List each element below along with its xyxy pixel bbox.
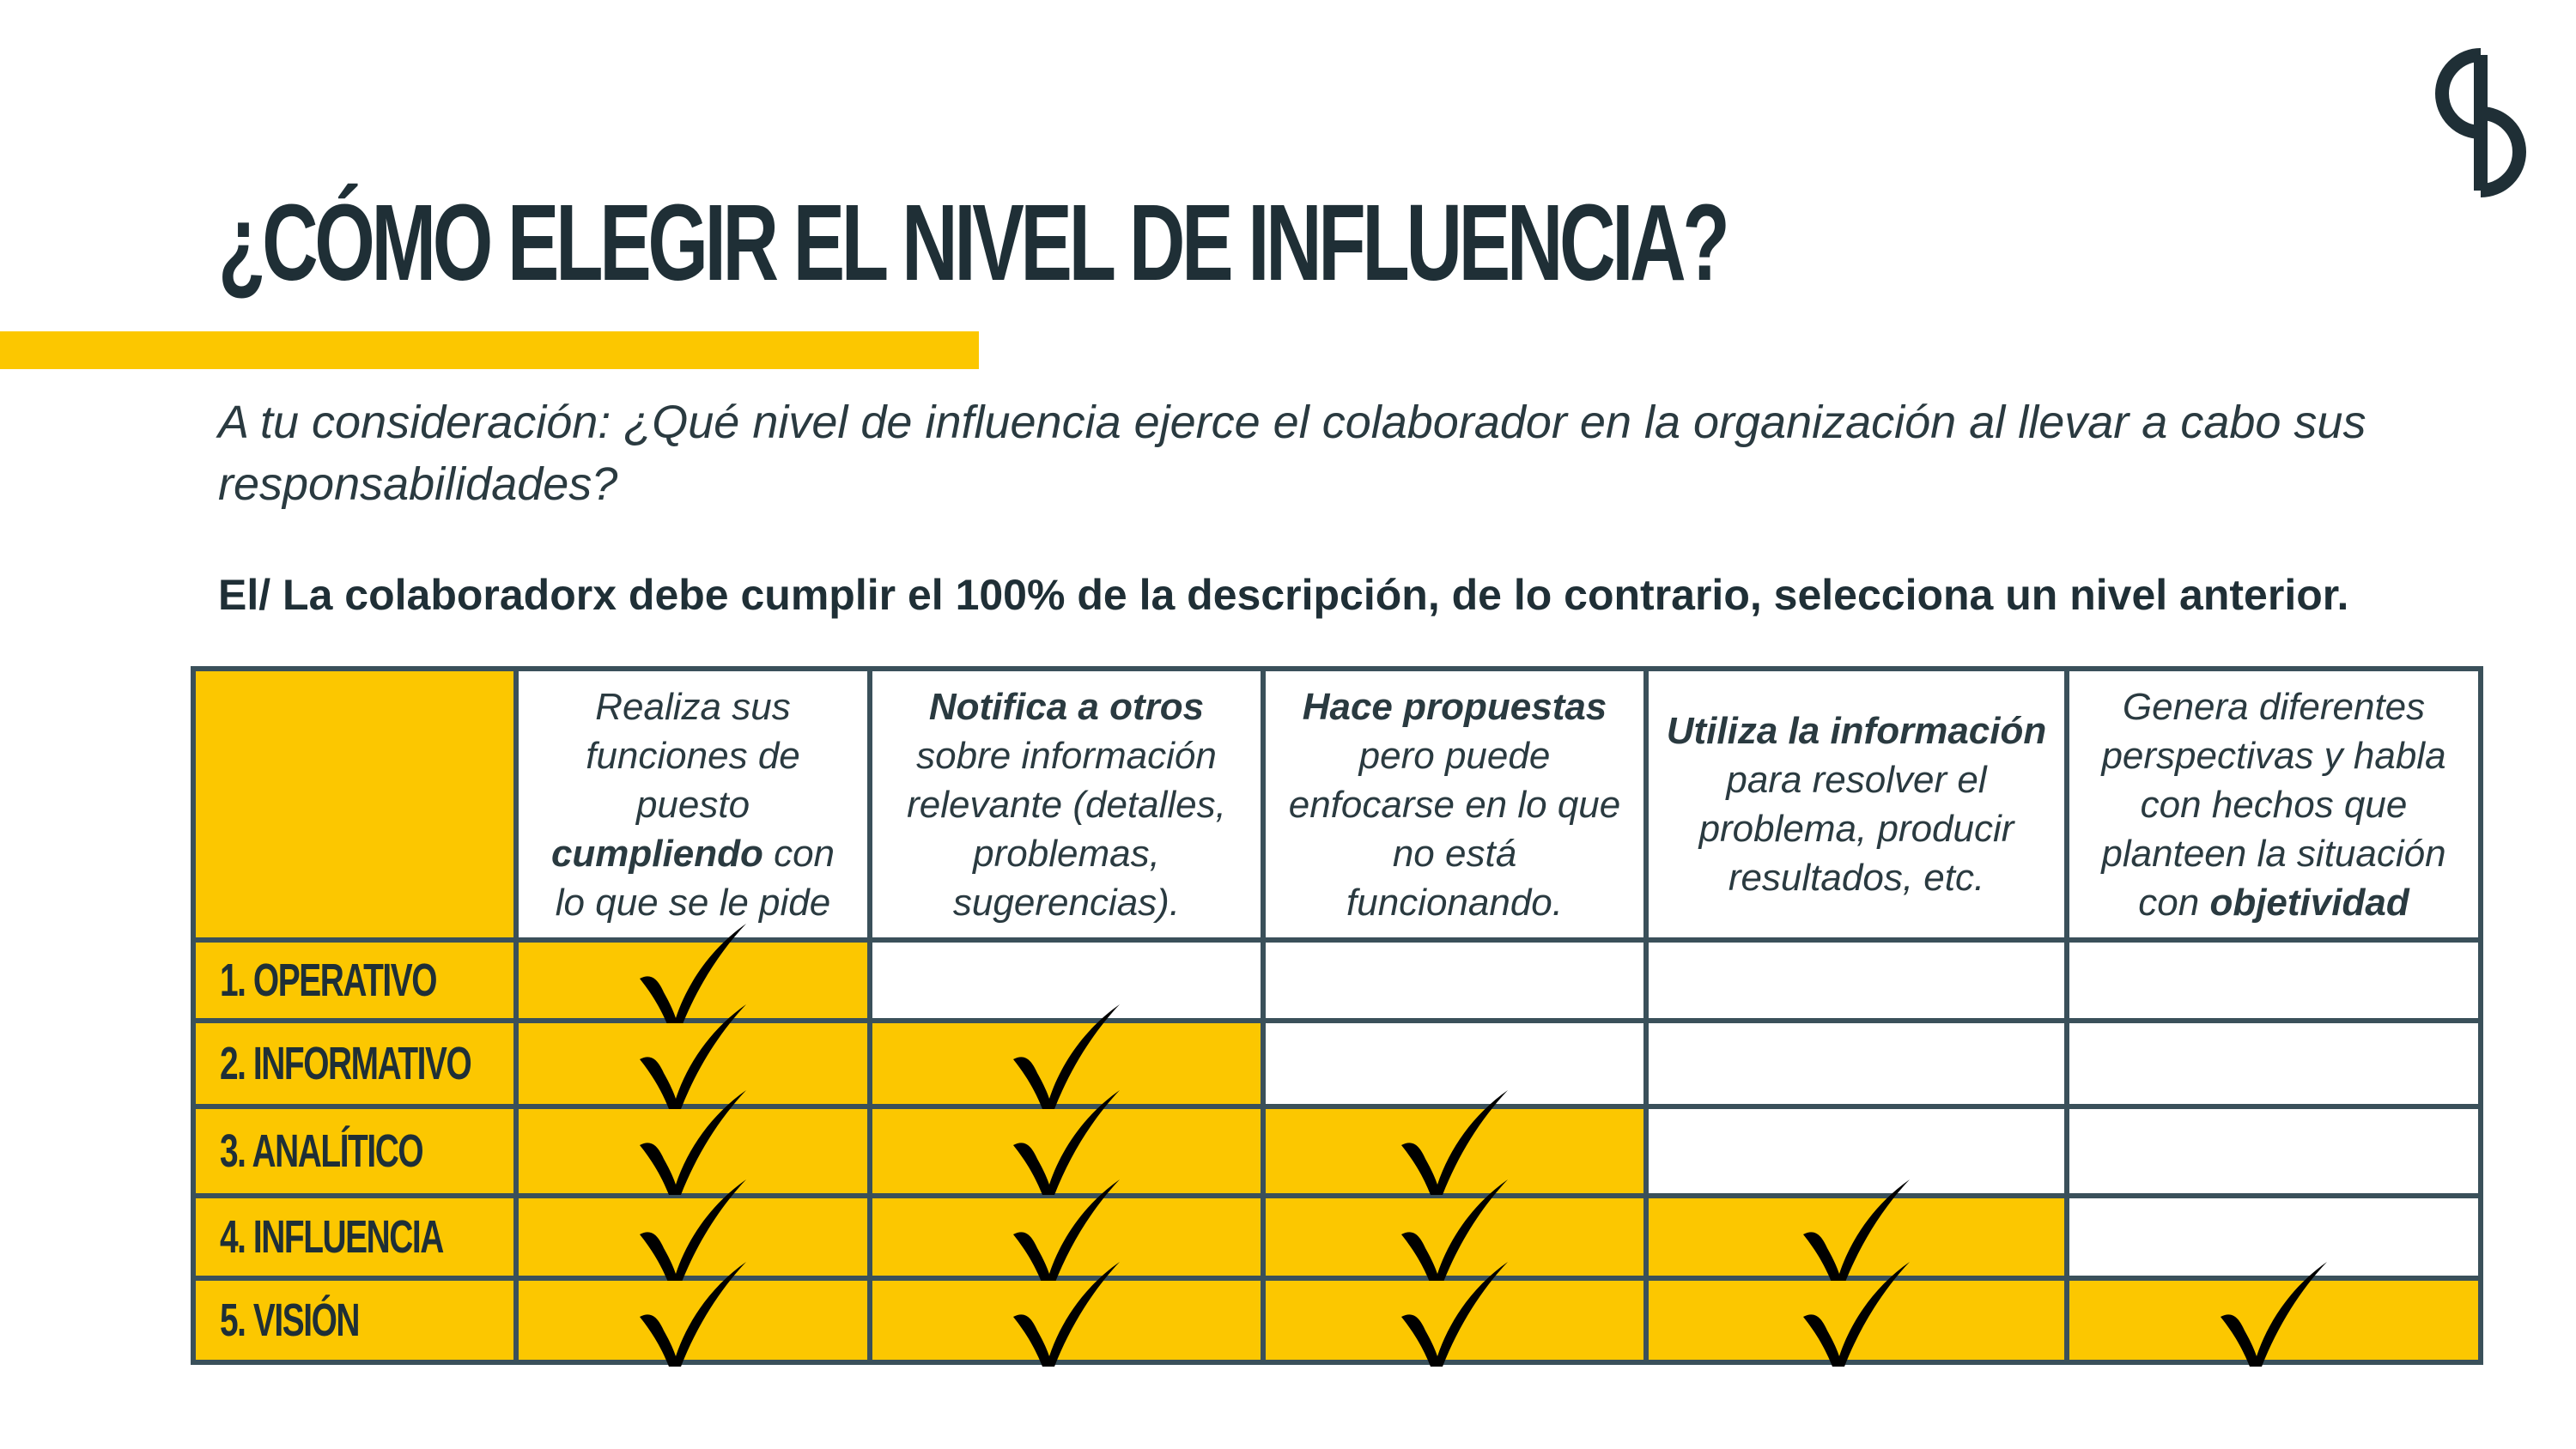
checkmark-icon (640, 924, 746, 1028)
checkmark-icon (640, 1090, 746, 1195)
table-cell (519, 1090, 867, 1195)
column-header-text: Genera diferentes perspectivas y habla c… (2101, 685, 2446, 924)
table-cell (872, 1090, 1261, 1195)
level-label-3: 3. ANALÍTICO (196, 1109, 513, 1193)
checkmark-icon (1013, 1179, 1120, 1284)
table-cell (519, 1004, 867, 1109)
level-label-2: 2. INFORMATIVO (196, 1023, 513, 1104)
table-cell (519, 1179, 867, 1284)
level-label-4: 4. INFLUENCIA (196, 1198, 513, 1276)
column-header-4: Utiliza la información para resolver el … (1649, 671, 2064, 937)
level-label-text: 3. ANALÍTICO (220, 1125, 424, 1177)
column-header-5: Genera diferentes perspectivas y habla c… (2069, 671, 2478, 937)
accent-bar (0, 331, 979, 369)
column-header-1: Realiza sus funciones de puesto cumplien… (519, 671, 867, 937)
level-label-text: 5. VISIÓN (220, 1294, 361, 1346)
column-header-emphasis: Utiliza la información (1666, 710, 2047, 752)
column-header-emphasis: cumpliendo (550, 832, 763, 875)
influence-level-table: Realiza sus funciones de puesto cumplien… (191, 666, 2483, 1367)
table-cell (1649, 943, 2064, 1018)
checkmark-icon (1013, 1090, 1120, 1195)
table-cell (519, 924, 867, 1028)
level-label-1: 1. OPERATIVO (196, 943, 513, 1018)
level-label-text: 4. INFLUENCIA (220, 1211, 444, 1263)
table-cell (2069, 1109, 2478, 1193)
table-cell (872, 1004, 1261, 1109)
checkmark-icon (1803, 1262, 1910, 1367)
column-header-text: sobre información relevante (detalles, p… (907, 734, 1226, 924)
table-cell (1266, 1179, 1643, 1284)
column-header-emphasis: Hace propuestas (1302, 685, 1607, 728)
table-cell (519, 1262, 867, 1367)
table-cell (1649, 1262, 2064, 1367)
table-cell (872, 1262, 1261, 1367)
level-label-5: 5. VISIÓN (196, 1281, 513, 1360)
table-cell (1649, 1023, 2064, 1104)
page-title: ¿CÓMO ELEGIR EL NIVEL DE INFLUENCIA? (218, 182, 1730, 303)
table-cell (1649, 1109, 2064, 1193)
checkmark-icon (640, 1004, 746, 1109)
table-cell (1266, 1023, 1643, 1104)
table-cell (2069, 943, 2478, 1018)
column-header-text: Realiza sus funciones de puesto (586, 685, 800, 826)
column-header-3: Hace propuestas pero puede enfocarse en … (1266, 671, 1643, 937)
checkmark-icon (640, 1262, 746, 1367)
table-corner-cell (196, 671, 513, 937)
checkmark-icon (1401, 1262, 1508, 1367)
instruction-text: El/ La colaboradorx debe cumplir el 100%… (218, 571, 2349, 619)
table-cell (2069, 1198, 2478, 1276)
table-cell (1649, 1179, 2064, 1284)
column-header-emphasis: Notifica a otros (928, 685, 1205, 728)
checkmark-icon (1013, 1262, 1120, 1367)
table-cell (2069, 1023, 2478, 1104)
table-cell (1266, 1090, 1643, 1195)
level-label-text: 1. OPERATIVO (220, 955, 437, 1006)
table-cell (872, 943, 1261, 1018)
table-cell (872, 1179, 1261, 1284)
checkmark-icon (2221, 1262, 2327, 1367)
column-header-text: pero puede enfocarse en lo que no está f… (1288, 734, 1621, 924)
question-text: A tu consideración: ¿Qué nivel de influe… (218, 397, 2366, 510)
checkmark-icon (1401, 1090, 1508, 1195)
column-header-emphasis: objetividad (2209, 881, 2409, 924)
column-header-text: para resolver el problema, producir resu… (1698, 759, 2014, 899)
checkmark-icon (640, 1179, 746, 1284)
s-monogram-icon (2435, 48, 2526, 197)
checkmark-icon (1803, 1179, 1910, 1284)
column-header-2: Notifica a otros sobre información relev… (872, 671, 1261, 937)
table-cell (1266, 1262, 1643, 1367)
table-cell (2069, 1262, 2478, 1367)
checkmark-icon (1013, 1004, 1120, 1109)
column-header-text: con lo que se le pide (555, 832, 835, 924)
table-cell (1266, 943, 1643, 1018)
checkmark-icon (1401, 1179, 1508, 1284)
level-label-text: 2. INFORMATIVO (220, 1038, 472, 1089)
